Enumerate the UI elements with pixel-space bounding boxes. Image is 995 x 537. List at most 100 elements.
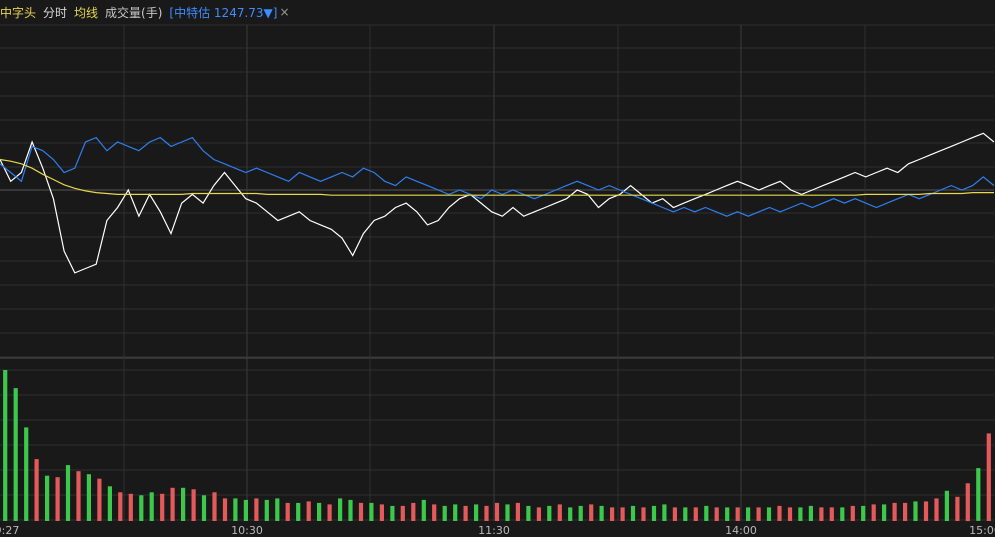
mode-label[interactable]: 分时 (43, 5, 68, 20)
x-tick-label: 10:30 (231, 524, 263, 537)
volume-bar (306, 501, 311, 521)
volume-bar (34, 459, 39, 521)
volume-bar (264, 499, 269, 521)
volume-bar (955, 496, 960, 521)
volume-bar (160, 493, 165, 521)
volume-bar (777, 505, 782, 521)
volume-bar (882, 504, 887, 521)
volume-bar (735, 507, 740, 521)
volume-bar (829, 507, 834, 521)
volume-bar (442, 505, 447, 521)
volume-bar (474, 504, 479, 521)
volume-bar (662, 504, 667, 521)
volume-bar (13, 388, 18, 521)
volume-bar (599, 505, 604, 521)
volume-bar (892, 502, 897, 521)
volume-bar (903, 502, 908, 521)
volume-bar (222, 498, 228, 521)
volume-bar (557, 504, 562, 521)
volume-bar (589, 504, 594, 521)
volume-bar (861, 505, 866, 521)
volume-bar (296, 502, 301, 521)
volume-bar (390, 505, 395, 521)
volume-bar (808, 505, 813, 521)
line-average (0, 158, 994, 196)
volume-bar (850, 505, 855, 521)
volume-bar (641, 507, 646, 521)
volume-bar (327, 504, 332, 521)
volume-bar (149, 492, 154, 521)
volume-bar (191, 489, 196, 521)
volume-bar (338, 498, 343, 521)
volume-bar (55, 477, 60, 521)
x-tick-label: 9:27 (0, 524, 19, 537)
volume-bar (986, 433, 991, 521)
volume-bar (683, 507, 688, 521)
volume-bar (128, 493, 133, 521)
volume-bar (610, 507, 615, 521)
volume-bar (484, 505, 489, 521)
volume-bar (704, 505, 709, 521)
volume-bar (463, 505, 468, 521)
volume-bar (871, 504, 876, 521)
volume-bar (976, 468, 981, 521)
stock-name: 中字头 (0, 5, 37, 20)
volume-bar (819, 507, 824, 521)
volume-bar (254, 498, 259, 521)
volume-bar (97, 478, 102, 521)
volume-bar (233, 498, 238, 521)
volume-bar (45, 475, 50, 521)
volume-label[interactable]: 成交量(手) (105, 5, 163, 20)
index-overlay-label[interactable]: [中特估 1247.73▼] (169, 5, 278, 20)
volume-bar (798, 507, 803, 521)
x-tick-label: 11:30 (478, 524, 510, 537)
volume-bar (275, 498, 280, 521)
volume-bar (379, 504, 384, 521)
volume-bar (672, 507, 677, 521)
volume-bar (348, 499, 353, 521)
volume-bar (693, 507, 698, 521)
volume-bar (24, 427, 29, 521)
volume-bar (620, 507, 625, 521)
volume-bar (317, 502, 322, 521)
line-index (0, 136, 995, 217)
volume-bar (285, 502, 290, 521)
volume-bar (746, 507, 751, 521)
volume-bar (432, 504, 437, 521)
volume-bar (3, 370, 8, 521)
volume-bar (453, 504, 458, 521)
volume-bar (944, 490, 949, 521)
volume-bar (965, 483, 970, 522)
volume-bar (725, 507, 730, 521)
volume-bar (494, 502, 500, 521)
volume-bar (86, 474, 91, 521)
volume-bar (515, 502, 520, 521)
x-tick-label: 14:00 (725, 524, 757, 537)
volume-bar (840, 507, 845, 521)
volume-bar (170, 487, 175, 521)
volume-bar (913, 501, 918, 521)
volume-bar (568, 507, 573, 521)
x-tick-label: 15:00 (969, 524, 995, 537)
volume-bar (630, 505, 636, 521)
volume-bar (400, 505, 405, 521)
volume-bar (651, 505, 657, 521)
volume-bar (756, 507, 761, 521)
avg-line-label[interactable]: 均线 (74, 5, 99, 20)
volume-bar (547, 505, 552, 521)
volume-bar (526, 505, 531, 521)
volume-bar (578, 505, 583, 521)
line-price (0, 132, 995, 274)
close-icon[interactable]: × (279, 5, 290, 19)
volume-bar (243, 499, 248, 521)
volume-bar (358, 502, 364, 521)
volume-bar (65, 465, 71, 521)
volume-bar (787, 507, 793, 521)
volume-bar (212, 492, 217, 521)
volume-bar (118, 492, 123, 521)
volume-bar (934, 498, 939, 521)
volume-bar (411, 502, 416, 521)
volume-bar (181, 487, 186, 521)
volume-bar (714, 507, 719, 521)
